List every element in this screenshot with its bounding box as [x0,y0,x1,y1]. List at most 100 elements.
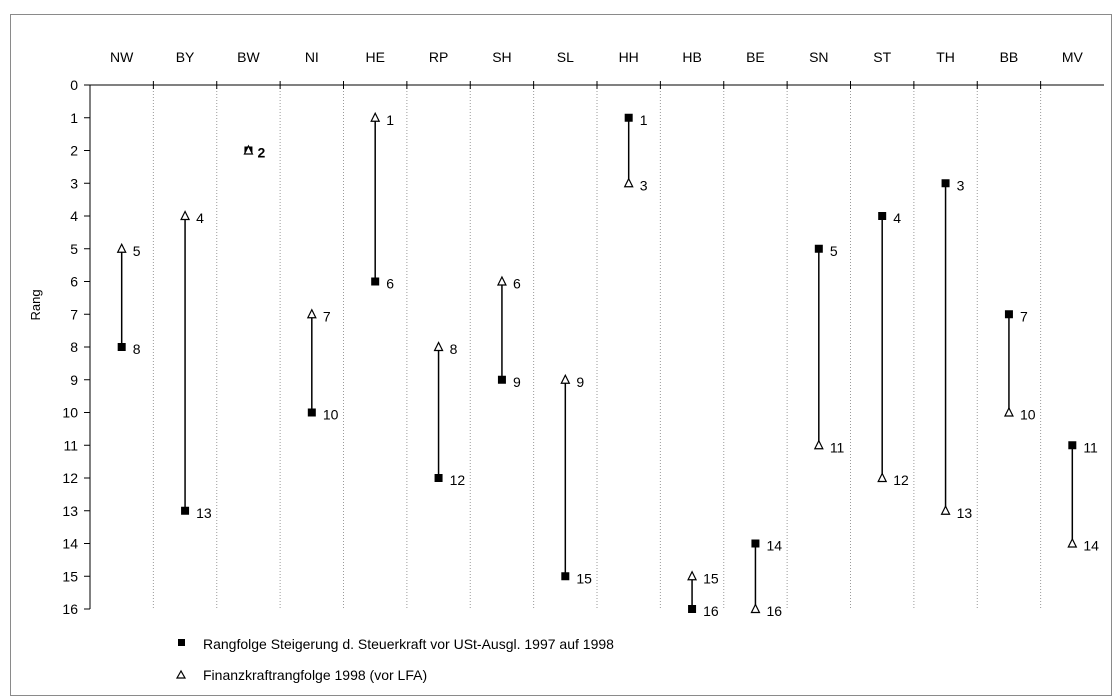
range-sl: 15 9 [560,374,592,586]
category-separators [152,81,1042,609]
legend-label-triangles: Finanzkraftrangfolge 1998 (vor LFA) [203,667,427,683]
triangle-value-label: 3 [640,177,648,193]
triangle-marker [1067,537,1078,548]
data-ranges: 8513421076112896159131615141651141231371… [116,111,1099,619]
triangle-marker [243,144,254,155]
range-rp: 12 8 [433,341,466,488]
square-value-label: 3 [957,177,965,193]
y-tick-label: 13 [62,503,78,519]
category-label-mv: MV [1062,49,1084,65]
legend-triangle-icon [175,669,187,679]
square-marker [117,343,126,351]
range-sn: 5 11 [813,243,845,455]
range-sh: 96 [496,275,521,390]
range-bw: 2 [243,144,265,161]
range-be: 14 16 [750,538,782,619]
square-marker [561,572,570,581]
triangle-marker [116,242,127,253]
range-bb: 7 10 [1003,308,1036,423]
triangle-marker [813,439,824,450]
chart-frame [10,14,1112,696]
triangle-marker [180,210,191,221]
square-marker [371,277,380,286]
triangle-value-label: 10 [1020,407,1036,423]
square-marker [1004,310,1013,319]
category-label-be: BE [746,49,765,65]
square-marker [688,605,697,613]
square-value-label: 7 [1020,308,1028,324]
range-ni: 10 7 [306,308,339,423]
square-marker [624,113,633,122]
square-value-label: 10 [323,407,339,423]
y-tick-label: 8 [70,339,78,355]
category-label-he: HE [365,49,384,65]
triangle-value-label: 4 [196,210,204,226]
square-marker [1068,441,1077,450]
category-label-by: BY [176,49,195,65]
triangle-value-label: 13 [957,505,973,521]
category-label-ni: NI [305,49,319,65]
square-marker [878,212,887,220]
range-he: 61 [370,111,394,292]
square-marker [181,506,190,515]
square-marker [497,375,506,384]
range-st: 4 12 [877,210,909,488]
triangle-marker [306,308,317,319]
y-tick-label: 12 [62,470,78,486]
triangle-value-label: 5 [133,243,141,259]
category-label-bb: BB [1000,49,1019,65]
square-value-label: 12 [450,472,466,488]
category-label-bw: BW [237,49,260,65]
y-tick-label: 6 [70,274,78,290]
y-axis-label: Rang [28,289,43,320]
triangle-marker [687,570,698,581]
y-tick-label: 11 [63,437,78,453]
legend-square-icon [178,639,185,646]
y-tick-label: 15 [62,568,78,584]
triangle-value-label: 11 [830,439,845,455]
square-value-label: 13 [196,505,212,521]
square-value-label: 14 [766,538,782,554]
range-hh: 13 [623,112,648,193]
range-th: 3 13 [940,177,973,521]
triangle-marker [496,275,507,286]
square-value-label: 4 [893,210,901,226]
triangle-value-label: 8 [450,341,458,357]
legend: Rangfolge Steigerung d. Steuerkraft vor … [175,636,614,683]
category-labels: NW BY BW NI HE RP SH SL HH HB BE SN ST TH BB MV [110,49,1083,65]
y-tick-label: 3 [70,175,78,191]
square-value-label: 5 [830,243,838,259]
triangle-marker [433,341,444,352]
y-tick-label: 2 [70,143,78,159]
square-value-label: 8 [133,341,141,357]
triangle-value-label: 1 [386,112,394,128]
triangle-marker [940,504,951,515]
square-value-label: 9 [513,374,521,390]
y-tick-label: 5 [70,241,78,257]
category-label-sn: SN [809,49,828,65]
square-marker [434,474,443,482]
range-by: 13 4 [180,210,212,521]
legend-label-squares: Rangfolge Steigerung d. Steuerkraft vor … [203,636,614,652]
triangle-marker [1003,406,1014,417]
range-nw: 85 [116,242,141,357]
triangle-marker [623,177,634,188]
triangle-value-label: 7 [323,308,331,324]
triangle-value-label: 15 [703,570,719,586]
square-marker [307,408,316,417]
triangle-marker [370,111,381,122]
y-tick-label: 16 [62,601,78,617]
y-tick-label: 14 [62,536,78,552]
category-label-th: TH [936,49,955,65]
category-label-sl: SL [557,49,574,65]
y-tick-label: 0 [70,77,78,93]
triangle-value-label: 9 [576,374,584,390]
category-label-st: ST [873,49,891,65]
y-tick-label: 9 [70,372,78,388]
value-label: 2 [257,145,265,161]
triangle-value-label: 6 [513,276,521,292]
triangle-marker [750,603,761,614]
